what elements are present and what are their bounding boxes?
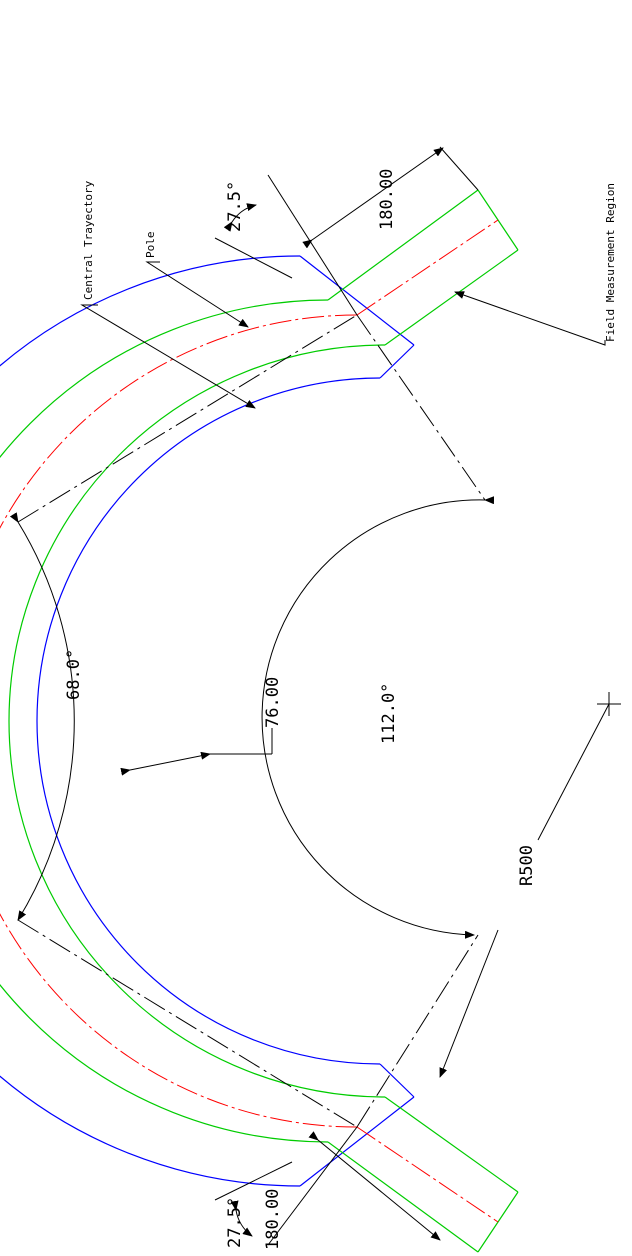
field-bottom-outer-straight — [327, 1141, 479, 1253]
angle-bottom-label: 27.5° — [225, 1197, 245, 1248]
pole-top-inner-edge — [379, 344, 415, 379]
length-bottom-label: 180.00 — [263, 1189, 283, 1250]
central-trajectory-label: Central Trayectory — [82, 180, 95, 300]
radius-label: R500 — [517, 845, 537, 886]
centerline-top — [17, 314, 358, 523]
pole-bottom-inner-edge — [379, 1063, 415, 1098]
pole-inner-arc — [36, 377, 381, 1065]
trajectory-bottom-straight — [356, 1126, 499, 1223]
length-top-label: 180.00 — [377, 169, 397, 230]
pole-label: Pole — [144, 232, 157, 259]
field-top-outer-straight — [327, 189, 479, 301]
width-label: 76.00 — [263, 677, 283, 728]
field-bottom-inner-straight — [384, 1096, 519, 1193]
field-top-inner-straight — [384, 249, 519, 346]
trajectory-top-straight — [356, 219, 499, 316]
field-region-outline — [0, 189, 519, 1253]
angle-top-label: 27.5° — [225, 181, 245, 232]
pole-top-edge — [299, 255, 415, 346]
angle-outer-label: 68.0° — [64, 649, 84, 700]
edge-line-bottom — [356, 934, 479, 1128]
edge-line-top — [356, 314, 486, 501]
pole-outer-arc — [0, 255, 301, 1187]
field-outer-arc — [0, 299, 329, 1143]
field-inner-arc — [8, 344, 386, 1098]
centerline-bottom — [17, 919, 358, 1128]
trajectory-arc — [0, 314, 358, 1128]
dimension-graphics — [9, 146, 610, 1246]
pole-outline — [0, 255, 415, 1187]
field-region-label: Field Measurement Region — [604, 183, 617, 342]
angle-center-label: 112.0° — [379, 683, 399, 744]
construction-lines — [17, 314, 486, 1128]
